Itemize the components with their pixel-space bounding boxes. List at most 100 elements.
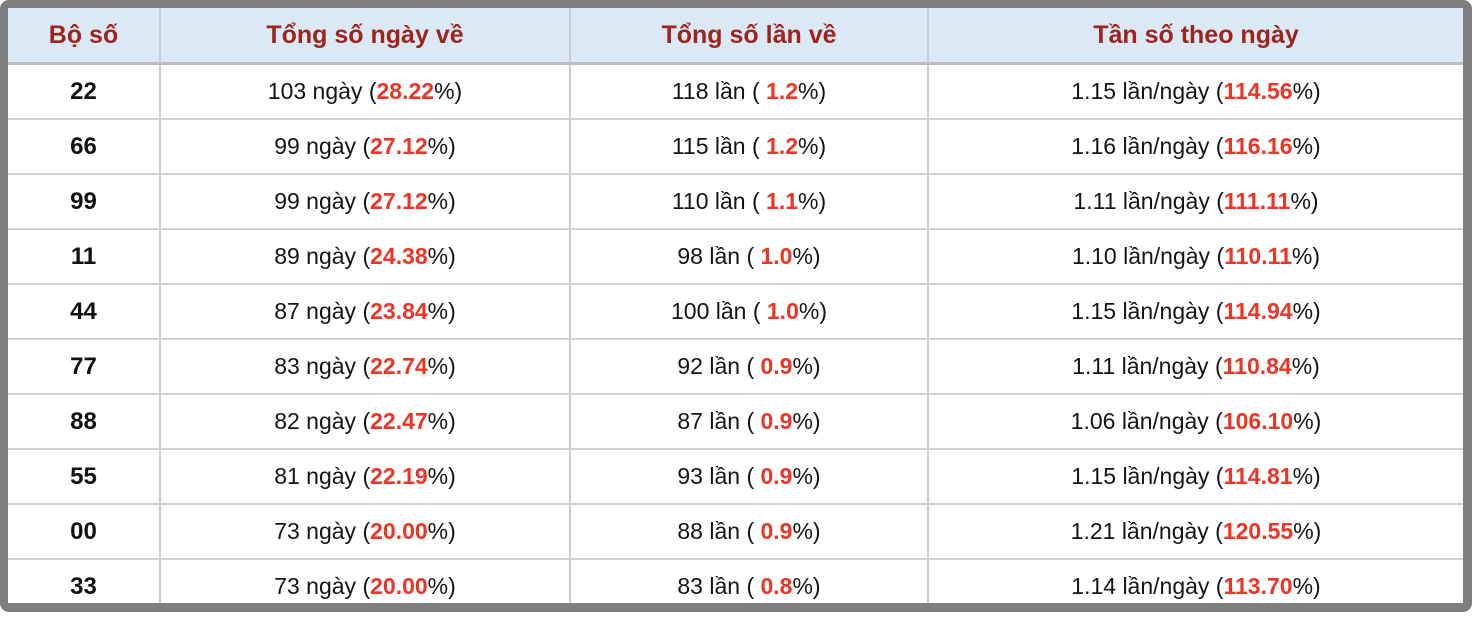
pair-cell: 88 — [8, 393, 160, 449]
cell-text: 81 ngày ( — [274, 463, 371, 489]
cell-text: %) — [1290, 188, 1319, 214]
highlight-percentage: 1.2 — [766, 78, 799, 104]
table-row: 22 103 ngày (28.22%) 118 lần ( 1.2%) 1.15 l… — [8, 63, 1463, 119]
freq-cell: 1.16 lần/ngày (116.16%) — [927, 118, 1463, 174]
days-cell: 81 ngày (22.19%) — [159, 448, 570, 504]
times-cell: 87 lần ( 0.9%) — [569, 393, 928, 449]
cell-text: %) — [792, 463, 821, 489]
highlight-percentage: 114.94 — [1223, 298, 1293, 324]
freq-cell: 1.21 lần/ngày (120.55%) — [927, 503, 1463, 559]
cell-text: %) — [792, 353, 821, 379]
cell-text: %) — [434, 78, 463, 104]
cell-text: 87 ngày ( — [274, 298, 371, 324]
highlight-percentage: 1.0 — [766, 298, 799, 324]
cell-text: %) — [1291, 353, 1320, 379]
cell-text: %) — [1292, 573, 1321, 599]
highlight-percentage: 120.55 — [1222, 518, 1294, 544]
cell-text: %) — [798, 133, 827, 159]
freq-cell: 1.15 lần/ngày (114.94%) — [927, 283, 1463, 339]
cell-text: %) — [1291, 243, 1321, 269]
days-cell: 103 ngày (28.22%) — [159, 63, 570, 119]
cell-text: %) — [798, 188, 827, 214]
column-header-freq: Tần số theo ngày — [927, 8, 1463, 65]
highlight-percentage: 0.9 — [760, 518, 793, 544]
cell-text: %) — [792, 573, 821, 599]
highlight-percentage: 22.47 — [370, 408, 428, 434]
pair-cell: 00 — [8, 503, 160, 559]
times-cell: 88 lần ( 0.9%) — [569, 503, 928, 559]
table-row: 66 99 ngày (27.12%) 115 lần ( 1.2%) 1.16 lầ… — [8, 118, 1463, 174]
cell-text: %) — [792, 518, 821, 544]
days-cell: 99 ngày (27.12%) — [159, 173, 570, 229]
pair-cell: 22 — [8, 63, 160, 119]
cell-text: 1.06 lần/ngày ( — [1070, 408, 1223, 434]
cell-text: 73 ngày ( — [274, 573, 371, 599]
pair-cell: 44 — [8, 283, 160, 339]
cell-text: 99 ngày ( — [274, 188, 371, 214]
times-cell: 93 lần ( 0.9%) — [569, 448, 928, 504]
cell-text: 1.10 lần/ngày ( — [1071, 243, 1225, 269]
highlight-percentage: 1.1 — [766, 188, 799, 214]
cell-text: 1.15 lần/ngày ( — [1071, 463, 1224, 489]
cell-text: 1.11 lần/ngày ( — [1072, 353, 1223, 379]
times-cell: 92 lần ( 0.9%) — [569, 338, 928, 394]
cell-text: %) — [798, 78, 827, 104]
days-cell: 73 ngày (20.00%) — [159, 558, 570, 603]
freq-cell: 1.11 lần/ngày (110.84%) — [927, 338, 1463, 394]
freq-cell: 1.10 lần/ngày (110.11%) — [927, 228, 1463, 284]
highlight-percentage: 110.84 — [1222, 353, 1292, 379]
cell-text: 99 ngày ( — [274, 133, 371, 159]
cell-text: 93 lần ( — [677, 463, 761, 489]
days-cell: 89 ngày (24.38%) — [159, 228, 570, 284]
pair-cell: 99 — [8, 173, 160, 229]
table-row: 33 73 ngày (20.00%) 83 lần ( 0.8%) 1.14 lần… — [8, 558, 1463, 603]
cell-text: 1.11 lần/ngày ( — [1073, 188, 1224, 214]
highlight-percentage: 106.10 — [1222, 408, 1294, 434]
table-row: 55 81 ngày (22.19%) 93 lần ( 0.9%) 1.15 lần… — [8, 448, 1463, 504]
highlight-percentage: 111.11 — [1223, 188, 1291, 214]
pair-cell: 55 — [8, 448, 160, 504]
highlight-percentage: 113.70 — [1223, 573, 1293, 599]
header-row: Bộ số Tổng số ngày về Tổng số lần về Tần… — [8, 8, 1463, 65]
freq-cell: 1.15 lần/ngày (114.81%) — [927, 448, 1463, 504]
cell-text: %) — [427, 408, 456, 434]
stats-table-body: 22 103 ngày (28.22%) 118 lần ( 1.2%) 1.15 l… — [8, 63, 1463, 603]
days-cell: 99 ngày (27.12%) — [159, 118, 570, 174]
highlight-percentage: 28.22 — [376, 78, 435, 104]
pair-cell: 77 — [8, 338, 160, 394]
cell-text: %) — [427, 518, 456, 544]
cell-text: %) — [427, 188, 456, 214]
table-row: 88 82 ngày (22.47%) 87 lần ( 0.9%) 1.06 lần… — [8, 393, 1463, 449]
highlight-percentage: 0.9 — [760, 463, 793, 489]
cell-text: %) — [427, 353, 456, 379]
cell-text: %) — [1292, 463, 1321, 489]
highlight-percentage: 116.16 — [1223, 133, 1293, 159]
cell-text: %) — [427, 133, 456, 159]
cell-text: %) — [792, 243, 821, 269]
cell-text: %) — [427, 463, 456, 489]
cell-text: 92 lần ( — [677, 353, 761, 379]
table-row: 99 99 ngày (27.12%) 110 lần ( 1.1%) 1.11 lầ… — [8, 173, 1463, 229]
times-cell: 83 lần ( 0.8%) — [569, 558, 928, 603]
freq-cell: 1.11 lần/ngày (111.11%) — [927, 173, 1463, 229]
cell-text: 88 lần ( — [677, 518, 761, 544]
cell-text: %) — [1293, 408, 1322, 434]
cell-text: 103 ngày ( — [267, 78, 377, 104]
column-header-times: Tổng số lần về — [569, 8, 928, 65]
cell-text: 1.15 lần/ngày ( — [1071, 78, 1224, 104]
highlight-percentage: 24.38 — [370, 243, 428, 269]
cell-text: 83 lần ( — [677, 573, 761, 599]
highlight-percentage: 0.8 — [760, 573, 793, 599]
highlight-percentage: 0.9 — [760, 353, 793, 379]
cell-text: %) — [1292, 298, 1321, 324]
cell-text: 82 ngày ( — [274, 408, 371, 434]
table-row: 11 89 ngày (24.38%) 98 lần ( 1.0%) 1.10 lần… — [8, 228, 1463, 284]
cell-text: %) — [427, 298, 456, 324]
days-cell: 87 ngày (23.84%) — [159, 283, 570, 339]
cell-text: 73 ngày ( — [274, 518, 371, 544]
highlight-percentage: 1.0 — [760, 243, 793, 269]
cell-text: 1.14 lần/ngày ( — [1071, 573, 1224, 599]
column-header-pair: Bộ số — [8, 8, 160, 65]
days-cell: 82 ngày (22.47%) — [159, 393, 570, 449]
